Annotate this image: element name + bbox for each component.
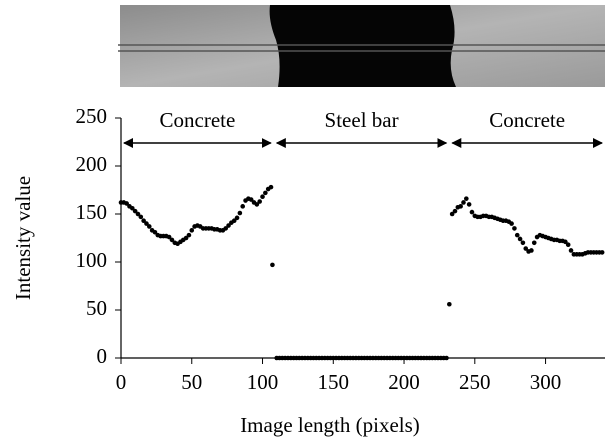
data-point <box>169 237 175 243</box>
data-point <box>147 224 152 229</box>
data-point <box>189 228 195 233</box>
x-tick-label: 150 <box>318 370 350 394</box>
data-point <box>509 221 514 226</box>
data-point <box>138 214 144 220</box>
x-tick-label: 250 <box>459 370 491 394</box>
y-tick-label: 50 <box>86 296 107 320</box>
annotation-label: Steel bar <box>325 108 399 132</box>
data-point <box>260 194 265 200</box>
x-tick-label: 300 <box>530 370 562 394</box>
data-point <box>512 226 517 231</box>
annotation-label: Concrete <box>160 108 236 132</box>
y-tick-label: 150 <box>76 200 108 224</box>
y-axis-label: Intensity value <box>11 176 35 300</box>
data-point <box>254 202 260 207</box>
data-point <box>565 242 571 248</box>
data-point <box>268 184 274 190</box>
data-point <box>520 240 526 246</box>
data-point <box>458 204 463 209</box>
data-point <box>166 234 172 240</box>
data-point <box>517 236 523 242</box>
data-point <box>523 246 529 251</box>
data-point <box>183 235 189 241</box>
data-point <box>231 218 237 224</box>
data-point <box>452 208 458 214</box>
data-point <box>449 211 455 217</box>
data-point <box>141 218 146 224</box>
data-point <box>514 232 520 238</box>
annotation-label: Concrete <box>489 108 565 132</box>
x-tick-label: 0 <box>116 370 127 394</box>
y-tick-label: 0 <box>97 344 108 368</box>
data-point <box>186 232 192 238</box>
data-point <box>240 204 246 209</box>
data-point <box>563 239 568 245</box>
data-point <box>469 209 475 215</box>
data-point <box>152 229 158 235</box>
data-point <box>466 202 472 207</box>
data-point <box>599 250 605 255</box>
data-point <box>144 221 149 226</box>
x-tick-label: 200 <box>388 370 420 394</box>
data-point <box>135 211 141 217</box>
data-point <box>447 301 452 307</box>
y-tick-label: 100 <box>76 248 108 272</box>
data-point <box>529 248 534 253</box>
data-point <box>461 200 466 205</box>
data-point <box>270 262 275 268</box>
data-point <box>223 226 229 231</box>
data-point <box>248 197 254 202</box>
data-point <box>130 205 135 211</box>
data-point <box>124 201 129 206</box>
data-point <box>464 196 469 201</box>
data-point <box>257 199 262 204</box>
y-tick-label: 250 <box>76 104 108 128</box>
data-point <box>263 190 268 196</box>
data-point <box>444 355 449 361</box>
specimen-image <box>118 5 605 87</box>
x-tick-label: 50 <box>181 370 202 394</box>
data-point <box>531 240 537 246</box>
y-tick-label: 200 <box>76 152 108 176</box>
x-tick-label: 100 <box>247 370 279 394</box>
data-point <box>237 210 243 216</box>
data-point <box>568 248 574 253</box>
data-point <box>132 208 138 214</box>
data-point <box>226 223 231 228</box>
data-point <box>234 215 240 221</box>
x-axis-label: Image length (pixels) <box>240 413 420 437</box>
